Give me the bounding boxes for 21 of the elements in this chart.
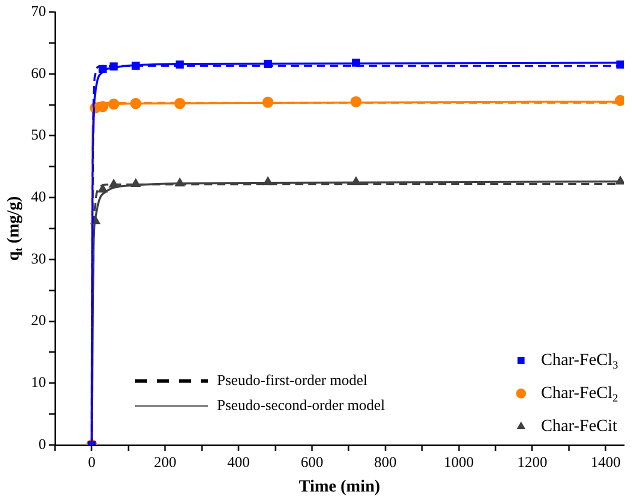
y-tick-label: 60 [31, 66, 46, 82]
legend-label: Char-FeCit [541, 416, 618, 435]
y-tick-label: 10 [31, 375, 46, 392]
x-tick-label: 400 [227, 454, 250, 471]
x-tick-label: 200 [154, 454, 176, 471]
x-tick-label: 800 [374, 454, 397, 471]
y-tick-label: 30 [31, 251, 46, 268]
x-axis-title: Time (min) [298, 476, 380, 496]
y-tick-label: 20 [31, 313, 46, 330]
x-tick-label: 1200 [517, 454, 548, 471]
annotation: Pseudo-second-order model [217, 398, 385, 414]
x-tick-label: 1400 [590, 454, 621, 471]
x-tick-label: 600 [300, 454, 324, 471]
y-tick-label: 50 [31, 128, 46, 144]
y-tick-label: 70 [31, 4, 46, 20]
annotation: Pseudo-first-order model [217, 372, 368, 389]
x-tick-label: 0 [88, 454, 96, 471]
x-tick-label: 1000 [444, 454, 474, 471]
y-tick-label: 0 [38, 436, 46, 453]
y-tick-label: 40 [31, 190, 46, 206]
y-axis-title: qt (mg/g) [3, 196, 25, 261]
